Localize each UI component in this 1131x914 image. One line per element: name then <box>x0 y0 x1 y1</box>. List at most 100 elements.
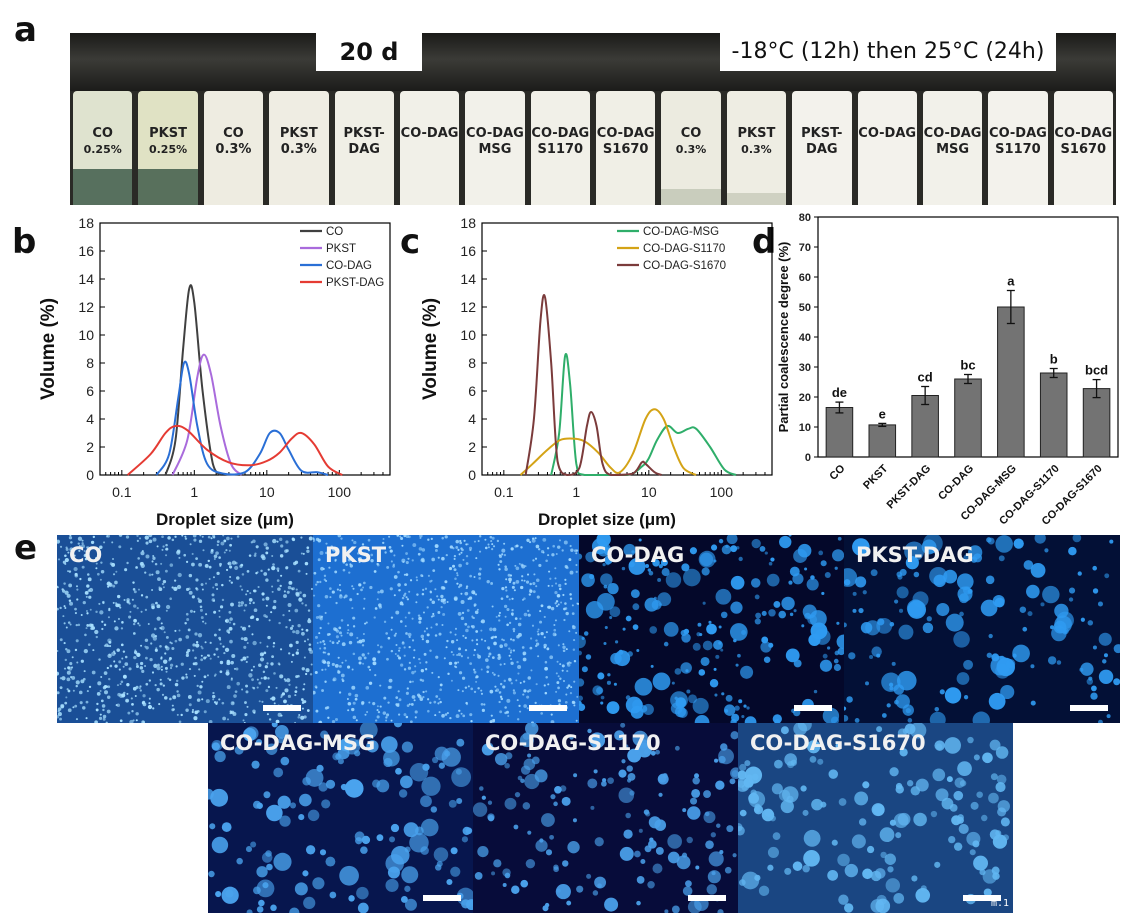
droplet <box>893 684 905 695</box>
droplet <box>431 671 434 674</box>
vial-label-line1: CO <box>680 126 702 141</box>
droplet <box>462 558 465 561</box>
droplet <box>318 615 322 619</box>
droplet <box>479 550 482 553</box>
droplet <box>75 718 78 721</box>
droplet <box>187 695 192 699</box>
droplet <box>724 866 732 874</box>
droplet <box>604 897 619 912</box>
droplet <box>253 589 257 593</box>
droplet <box>328 566 331 569</box>
droplet <box>521 579 524 582</box>
droplet <box>412 656 415 659</box>
droplet <box>63 667 67 670</box>
droplet <box>265 578 269 582</box>
droplet <box>140 644 143 647</box>
droplet <box>508 621 512 625</box>
droplet <box>442 612 446 616</box>
droplet <box>751 773 759 781</box>
droplet <box>667 834 682 849</box>
droplet <box>59 717 62 721</box>
droplet <box>152 537 157 542</box>
significance-letter: cd <box>918 370 933 385</box>
droplet <box>219 605 224 609</box>
droplet <box>144 535 149 540</box>
droplet <box>248 625 251 628</box>
droplet <box>383 620 387 624</box>
droplet <box>345 563 348 566</box>
droplet <box>332 547 337 552</box>
droplet <box>784 753 797 766</box>
droplet <box>439 688 443 692</box>
droplet <box>251 686 254 689</box>
droplet <box>915 778 929 792</box>
droplet <box>547 683 550 686</box>
droplet <box>497 563 500 566</box>
droplet <box>459 583 463 587</box>
vial-label-line2: 0.3% <box>741 143 772 156</box>
droplet <box>389 836 396 843</box>
droplet <box>537 655 540 658</box>
droplet <box>522 657 527 662</box>
droplet <box>236 576 240 580</box>
vial-label-line1: CO-DAG <box>1054 126 1113 141</box>
droplet <box>154 684 157 687</box>
droplet <box>86 690 89 693</box>
y-axis-label: Volume (%) <box>38 298 59 400</box>
droplet <box>754 594 760 600</box>
category-label: CO-DAG <box>936 463 976 503</box>
droplet <box>165 548 168 551</box>
droplet <box>284 688 289 693</box>
droplet <box>422 696 425 699</box>
droplet <box>427 709 430 713</box>
droplet <box>74 611 78 615</box>
droplet <box>602 778 607 783</box>
droplet <box>337 656 340 659</box>
droplet <box>810 622 828 640</box>
droplet <box>572 648 576 651</box>
droplet <box>138 687 141 690</box>
droplet <box>173 586 178 591</box>
droplet <box>851 834 866 849</box>
droplet <box>573 680 576 683</box>
droplet <box>674 745 680 751</box>
droplet <box>1050 625 1055 630</box>
droplet <box>280 696 283 699</box>
droplet <box>75 680 80 685</box>
droplet <box>1040 602 1045 607</box>
droplet <box>225 549 228 552</box>
droplet <box>820 560 827 567</box>
droplet <box>208 577 211 580</box>
droplet <box>579 553 583 560</box>
droplet <box>245 593 248 596</box>
droplet <box>165 604 171 610</box>
droplet <box>511 614 514 617</box>
droplet <box>503 679 507 683</box>
droplet <box>376 709 379 712</box>
droplet <box>487 546 490 549</box>
droplet <box>682 886 693 896</box>
droplet <box>185 635 190 639</box>
droplet <box>195 643 200 648</box>
droplet <box>636 649 640 653</box>
droplet <box>174 629 177 632</box>
droplet <box>160 665 163 668</box>
droplet <box>456 738 465 747</box>
y-tick-label: 14 <box>78 271 94 287</box>
droplet <box>385 716 388 719</box>
droplet <box>112 584 116 588</box>
droplet <box>515 566 520 571</box>
droplet <box>400 537 404 541</box>
droplet <box>453 557 456 561</box>
droplet <box>66 677 71 682</box>
droplet <box>85 595 88 598</box>
droplet <box>64 607 67 610</box>
droplet <box>782 786 799 803</box>
droplet <box>705 840 714 849</box>
droplet <box>307 619 312 624</box>
droplet <box>516 718 520 721</box>
droplet <box>212 586 215 589</box>
droplet <box>865 681 870 686</box>
droplet <box>57 539 61 544</box>
droplet <box>221 583 224 587</box>
